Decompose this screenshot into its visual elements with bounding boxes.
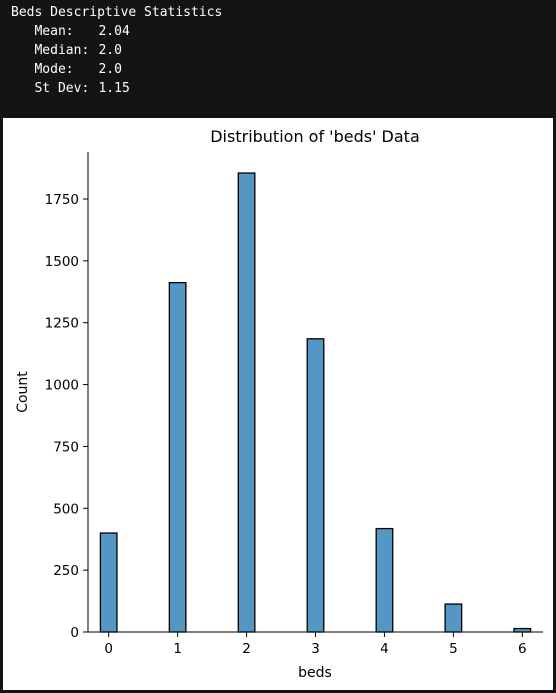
y-axis-title: Count [15,371,31,413]
stat-median: Median: 2.0 [11,42,122,60]
stat-value: 2.0 [98,62,122,77]
console-output: Beds Descriptive Statistics Mean: 2.04 Me… [0,0,556,118]
x-tick-label: 2 [242,641,251,657]
chart-figure: Distribution of 'beds' Data 0 1 2 3 4 5 6 0 250… [3,118,553,690]
stats-heading: Beds Descriptive Statistics [11,5,223,20]
bar-3 [306,338,325,633]
x-tick-label: 3 [311,641,320,657]
stat-label: Mean: [34,24,74,39]
y-tick-label: 1500 [45,254,79,270]
stat-stdev: St Dev: 1.15 [11,80,130,98]
x-tick-label: 4 [380,641,389,657]
x-tick-label: 5 [449,641,458,657]
histogram-chart: Distribution of 'beds' Data 0 1 2 3 4 5 6 0 250… [15,127,543,681]
stat-value: 2.0 [98,43,122,58]
y-tick-label: 1000 [45,378,79,394]
stat-value: 1.15 [98,81,130,96]
y-tick-label: 500 [53,501,79,517]
stat-label: Median: [34,43,90,58]
y-tick-label: 250 [53,563,79,579]
chart-title: Distribution of 'beds' Data [210,127,420,146]
stat-value: 2.04 [98,24,130,39]
bar-1 [168,281,187,633]
stat-mean: Mean: 2.04 [11,23,130,41]
bar-6 [513,627,532,633]
bar-4 [375,527,394,633]
x-tick-label: 6 [518,641,527,657]
x-tick-label: 1 [173,641,182,657]
y-tick-label: 0 [70,625,79,641]
stat-label: Mode: [34,62,74,77]
y-tick-label: 1250 [45,316,79,332]
stat-label: St Dev: [34,81,90,96]
bar-0 [99,532,118,633]
y-tick-label: 750 [53,439,79,455]
stat-mode: Mode: 2.0 [11,61,122,79]
x-tick-label: 0 [104,641,113,657]
x-axis-title: beds [298,665,332,681]
y-tick-label: 1750 [45,192,79,208]
bar-5 [444,603,463,633]
bar-2 [237,172,256,633]
